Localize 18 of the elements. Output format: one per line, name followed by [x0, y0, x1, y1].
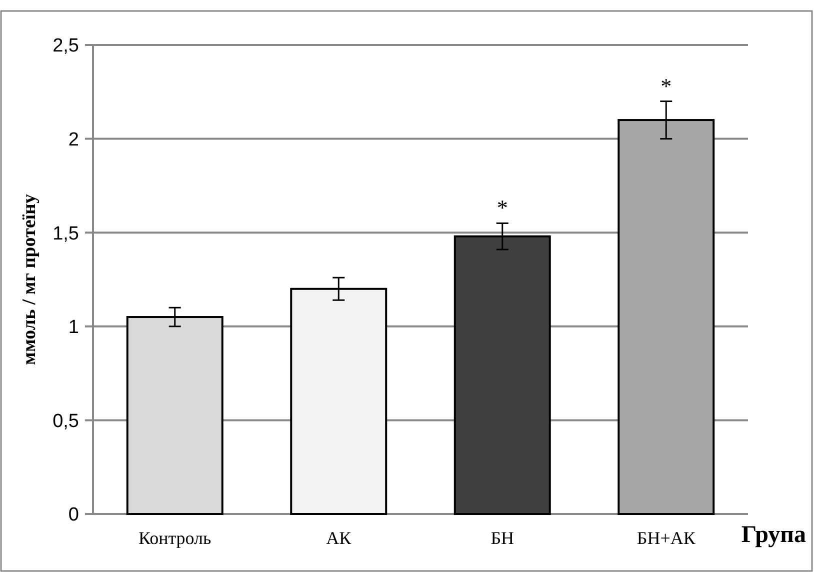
y-axis-title: ммоль / мг протеїну — [19, 194, 40, 365]
bar — [618, 119, 715, 515]
y-tick-label: 0,5 — [52, 410, 79, 432]
x-axis-title: Група — [741, 522, 806, 548]
annotation: * — [660, 73, 672, 98]
y-tick-label: 2,5 — [52, 36, 79, 57]
annotation: * — [496, 195, 508, 220]
y-tick-label: 1 — [68, 317, 79, 338]
x-tick-label: АК — [326, 528, 352, 548]
y-tick-label: 1,5 — [52, 223, 79, 244]
bar — [126, 316, 224, 515]
bar — [290, 288, 388, 515]
bar — [454, 235, 551, 515]
x-tick-label: БН — [490, 528, 514, 548]
y-tick-label: 2 — [68, 129, 79, 150]
x-tick-label: БН+АК — [636, 528, 696, 548]
x-tick-label: Контроль — [138, 528, 212, 548]
y-tick-label: 0 — [68, 504, 79, 526]
